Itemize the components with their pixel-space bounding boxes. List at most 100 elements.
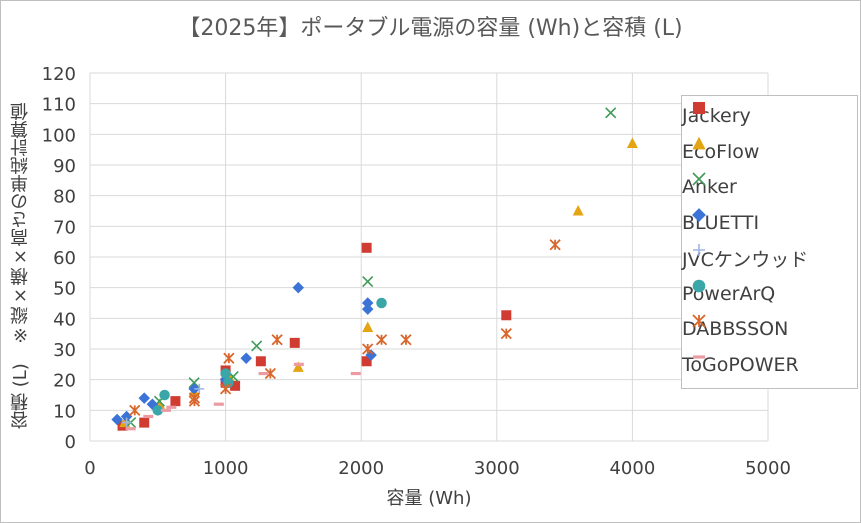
legend-label: DABBSSON [682,318,789,340]
series-jackery [117,242,512,431]
x-tick-label: 5000 [745,458,791,479]
data-point [292,361,304,372]
data-point [258,371,269,376]
data-point [361,303,374,315]
data-point [170,396,181,407]
legend-marker-icon [693,102,705,114]
y-tick-label: 90 [53,156,76,177]
data-point [213,402,224,406]
data-point [138,392,150,404]
data-point [160,408,171,412]
legend-item: Jackery [682,98,751,134]
data-point [362,275,374,288]
y-tick-label: 30 [53,340,76,361]
legend-marker [692,279,706,292]
data-point [255,356,266,367]
x-axis-label: 容量 (Wh) [386,488,472,509]
legend-marker [692,207,706,222]
legend-label: PowerArQ [682,282,776,305]
legend-marker-icon [692,136,706,149]
data-point [549,239,561,251]
y-tick-label: 120 [42,64,76,85]
x-tick-label: 0 [84,458,95,479]
y-tick-label: 20 [53,371,76,392]
data-point [129,404,141,416]
data-point [166,405,177,409]
series-ecoflow [119,137,638,428]
series-togopower [125,362,361,431]
y-tick-label: 40 [53,309,76,330]
data-point [223,352,235,364]
data-point [159,389,170,401]
data-point [111,413,123,426]
data-point [240,352,252,364]
legend-label: ToGoPOWER [682,353,799,376]
series-dabbsson [129,239,561,416]
legend-item: JVCケンウッド [682,240,808,276]
x-tick-label: 4000 [609,458,655,479]
data-point [375,334,388,346]
legend-marker-icon [692,172,706,186]
data-point [572,205,584,216]
y-tick-label: 70 [53,217,76,238]
data-point [626,137,638,149]
legend-marker-icon [693,354,705,359]
data-point [251,340,263,352]
data-point [400,334,412,346]
data-point [271,334,283,346]
legend-marker-icon [692,314,706,328]
legend-marker [692,314,706,328]
y-tick-label: 50 [53,279,76,300]
data-point [194,383,205,394]
legend: Jackery EcoFlow Anker BLUETTI JVCケンウッド PowerA… [681,95,858,389]
data-point [143,414,154,419]
data-point [152,405,164,416]
legend-item: EcoFlow [682,134,759,170]
data-point [139,417,150,428]
data-point [292,281,305,294]
y-tick-label: 110 [42,95,76,116]
legend-item: BLUETTI [682,205,759,241]
legend-item: ToGoPOWER [682,347,799,383]
legend-marker-icon [693,244,705,256]
chart-title: 【2025年】ポータブル電源の容量 (Wh)と容積 (L) [178,16,683,41]
y-tick-label: 60 [53,248,76,269]
data-point [289,337,300,348]
data-point [125,427,136,431]
series-bluetti [111,281,377,426]
data-point [188,383,200,395]
data-point [361,356,372,367]
data-point [293,362,304,366]
legend-marker [693,244,705,256]
data-point [230,380,241,391]
legend-marker-icon [692,279,706,292]
data-point [362,321,374,333]
data-point [264,367,276,380]
legend-marker-icon [692,207,706,222]
legend-marker [692,136,706,149]
data-point [361,242,372,253]
legend-item: Anker [682,169,737,205]
data-point [605,107,617,119]
legend-marker [692,172,706,186]
x-tick-label: 1000 [203,458,249,479]
legend-item: DABBSSON [682,311,788,347]
y-tick-label: 10 [53,401,76,422]
data-point [188,377,200,389]
legend-marker [693,354,705,359]
x-tick-label: 2000 [338,458,384,479]
data-point [501,310,512,321]
data-point [219,383,232,395]
legend-item: PowerArQ [682,276,775,312]
legend-label: JVCケンウッド [682,248,809,271]
data-point [362,343,374,355]
data-point [500,328,512,340]
data-point [376,297,387,309]
x-tick-label: 3000 [474,458,520,479]
series-powerarq [152,297,387,416]
legend-marker [693,102,705,114]
data-point [361,297,374,309]
y-tick-label: 80 [53,187,76,208]
data-point [121,417,132,428]
